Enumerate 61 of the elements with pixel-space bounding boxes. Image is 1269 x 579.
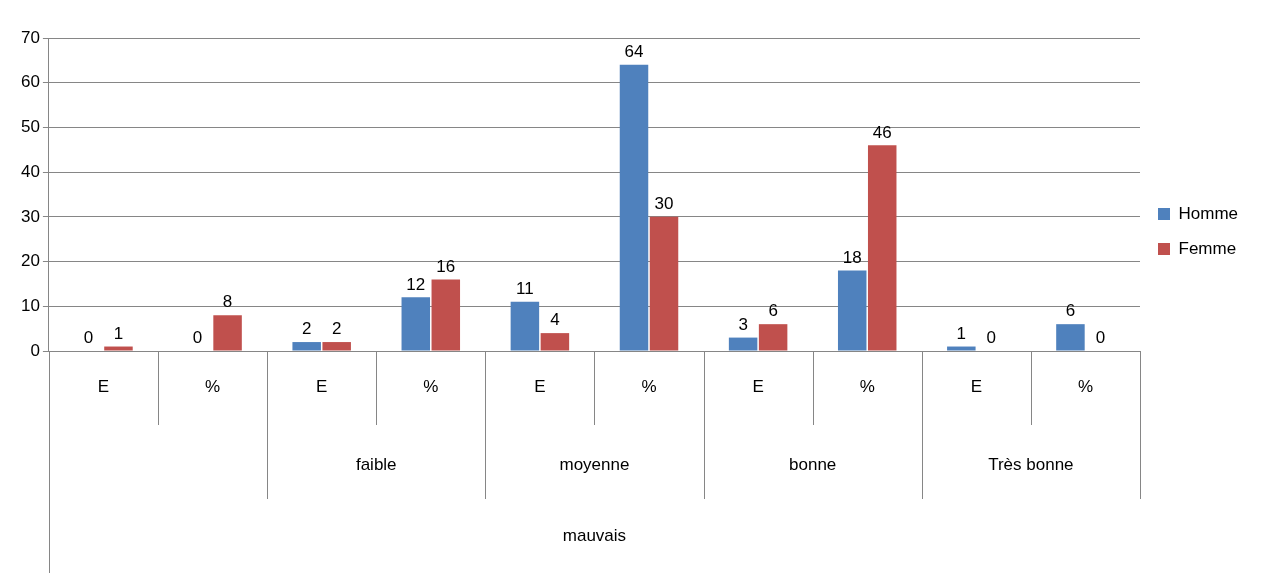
x-tick-label: %: [859, 376, 875, 396]
bar: [837, 270, 867, 351]
bar: [758, 324, 788, 351]
data-label: 4: [550, 310, 560, 330]
bar: [322, 342, 351, 351]
data-label: 18: [842, 247, 862, 267]
bar: [540, 333, 570, 351]
data-label: 1: [113, 323, 124, 343]
x-tick-label: %: [205, 376, 221, 396]
legend-label: Homme: [1178, 203, 1239, 223]
data-label: 46: [872, 122, 892, 142]
bar: [728, 337, 758, 351]
bar: [510, 301, 540, 351]
bar: [292, 342, 321, 351]
text: bonne: [789, 455, 837, 475]
text: Très bonne: [988, 455, 1074, 475]
bar: [619, 64, 649, 351]
legend-label: Femme: [1178, 238, 1237, 258]
bar: [213, 315, 242, 351]
data-label: 8: [222, 292, 233, 312]
bar: [867, 145, 897, 351]
data-label: 0: [986, 328, 997, 348]
y-tick-label: 0: [30, 340, 40, 360]
bar: [431, 279, 461, 351]
bar: [947, 346, 976, 351]
data-label: 2: [301, 319, 312, 339]
data-label: 30: [654, 194, 674, 214]
data-label: 1: [956, 323, 967, 343]
x-tick-label: E: [970, 376, 982, 396]
bar: [649, 216, 679, 351]
x-tick-label: %: [641, 376, 657, 396]
data-label: 3: [738, 314, 748, 334]
data-label: 11: [516, 279, 534, 298]
y-tick-label: 10: [20, 295, 40, 315]
y-tick-label: 30: [20, 206, 40, 226]
x-tick-label: E: [97, 376, 110, 396]
text: faible: [355, 455, 397, 475]
x-tick-label: E: [534, 376, 546, 396]
data-label: 12: [406, 274, 426, 294]
x-tick-label: %: [1077, 376, 1093, 396]
x-tick-label: E: [752, 376, 764, 396]
data-label: 16: [436, 256, 456, 276]
data-label: 0: [83, 328, 94, 348]
y-tick-label: 70: [20, 27, 40, 47]
data-label: 6: [1065, 301, 1076, 321]
y-tick-label: 20: [20, 251, 40, 271]
y-tick-label: 40: [20, 161, 40, 181]
data-label: 0: [192, 328, 203, 348]
bar: [1056, 324, 1085, 351]
bar: [401, 297, 431, 351]
y-tick-label: 50: [20, 117, 40, 137]
x-tick-label: %: [423, 376, 439, 396]
data-label: 6: [768, 301, 778, 321]
text: mauvais: [562, 525, 627, 545]
data-label: 2: [331, 319, 342, 339]
data-label: 64: [624, 42, 644, 62]
x-tick-label: E: [316, 376, 328, 396]
y-tick-label: 60: [20, 72, 40, 92]
text: moyenne: [559, 455, 630, 475]
bar: [104, 346, 133, 351]
data-label: 0: [1095, 328, 1106, 348]
